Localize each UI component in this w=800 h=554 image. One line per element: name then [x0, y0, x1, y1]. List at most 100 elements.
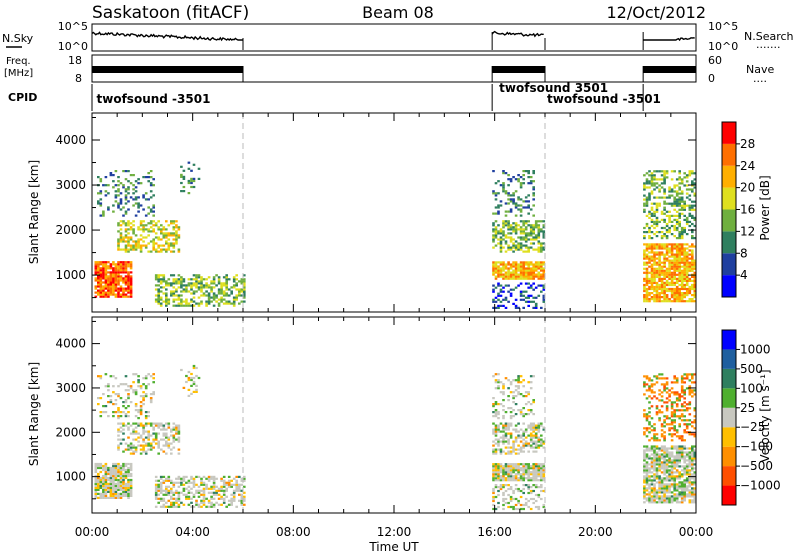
range-cell [680, 415, 684, 418]
range-cell [529, 238, 533, 241]
range-cell [197, 489, 201, 492]
range-cell [522, 269, 525, 272]
range-cell [167, 446, 171, 449]
range-cell [104, 486, 108, 489]
range-cell [537, 422, 541, 425]
range-cell [678, 437, 681, 440]
range-cell [112, 275, 115, 278]
range-cell [650, 283, 654, 287]
range-cell [665, 287, 669, 291]
range-cell [512, 271, 515, 274]
range-cell [119, 238, 123, 241]
range-cell [680, 475, 684, 478]
range-cell [527, 234, 530, 237]
range-cell [675, 220, 679, 223]
range-cell [514, 232, 518, 235]
range-cell [504, 377, 508, 380]
range-cell [693, 463, 697, 466]
range-cell [494, 415, 498, 418]
range-cell [210, 290, 213, 293]
range-cell [172, 244, 176, 247]
range-cell [94, 468, 98, 472]
range-cell [180, 181, 183, 185]
range-cell [220, 495, 223, 498]
range-cell [648, 387, 651, 390]
range-cell [529, 273, 533, 276]
range-cell [514, 463, 518, 466]
range-cell [660, 477, 664, 480]
range-cell [691, 375, 694, 378]
range-cell [529, 491, 533, 495]
range-cell [524, 271, 528, 274]
range-cell [187, 179, 191, 183]
range-cell [157, 432, 160, 435]
range-cell [660, 395, 664, 398]
range-cell [122, 424, 125, 427]
range-cell [187, 481, 191, 484]
range-cell [162, 444, 166, 447]
range-cell [102, 261, 105, 264]
range-cell [648, 385, 651, 388]
range-cell [688, 473, 692, 476]
range-cell [134, 450, 138, 453]
range-cell [524, 246, 528, 249]
range-cell [132, 391, 135, 394]
range-cell [175, 505, 178, 508]
range-cell [522, 170, 525, 173]
range-cell [527, 304, 530, 307]
range-cell [512, 448, 515, 451]
range-cell [507, 487, 510, 491]
range-cell [117, 385, 120, 388]
range-cell [685, 192, 689, 195]
range-cell [112, 403, 115, 406]
range-cell [693, 449, 697, 452]
range-cell [124, 464, 128, 468]
range-cell [680, 253, 684, 256]
range-cell [497, 489, 500, 493]
range-cell [195, 499, 198, 502]
range-cell [114, 196, 118, 199]
range-cell [663, 447, 666, 450]
range-cell [658, 475, 661, 478]
range-cell [160, 448, 163, 451]
range-cell [688, 401, 692, 404]
range-cell [660, 447, 664, 450]
range-cell [540, 228, 543, 231]
range-cell [165, 296, 168, 299]
range-cell [127, 285, 130, 288]
range-cell [112, 385, 115, 388]
range-cell [127, 468, 130, 472]
range-cell [663, 459, 666, 462]
range-cell [678, 204, 681, 207]
range-cell [187, 167, 191, 170]
range-cell [673, 465, 676, 468]
range-cell [172, 298, 176, 301]
range-cell [685, 495, 689, 498]
range-cell [117, 492, 120, 495]
range-cell [112, 492, 115, 495]
range-cell [522, 265, 525, 268]
range-cell [643, 271, 646, 274]
range-cell [658, 489, 661, 492]
range-cell [507, 222, 510, 225]
range-cell [517, 244, 520, 247]
range-cell [668, 283, 671, 287]
range-cell [122, 468, 125, 472]
range-cell [195, 388, 198, 391]
range-cell [517, 422, 520, 425]
range-cell [129, 494, 133, 497]
range-cell [127, 261, 130, 264]
range-cell [668, 220, 671, 223]
range-cell [514, 206, 518, 209]
range-cell [660, 483, 664, 486]
range-cell [240, 288, 244, 291]
range-cell [655, 196, 659, 199]
range-cell [149, 210, 153, 213]
range-cell [127, 244, 130, 247]
range-cell [243, 497, 246, 500]
range-cell [693, 283, 697, 287]
range-cell [195, 483, 198, 486]
range-cell [524, 250, 528, 253]
range-cell [165, 284, 168, 287]
range-cell [494, 286, 498, 289]
